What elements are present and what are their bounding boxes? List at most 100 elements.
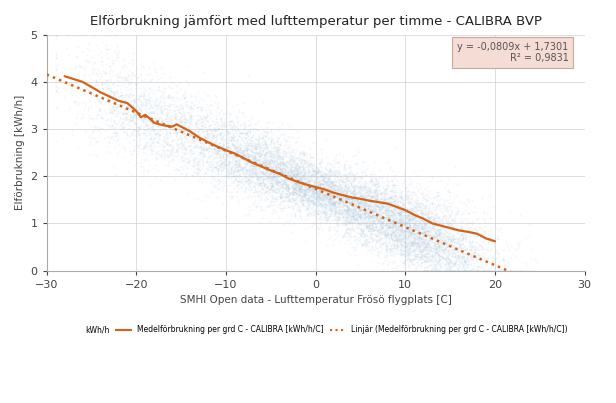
Point xyxy=(386,224,396,231)
Point xyxy=(319,191,329,197)
Point xyxy=(407,191,417,198)
Point xyxy=(277,160,286,166)
Point xyxy=(392,204,402,210)
Point xyxy=(392,249,402,256)
Point xyxy=(207,118,217,124)
Point xyxy=(341,191,351,197)
Point xyxy=(359,239,369,245)
Point xyxy=(148,83,158,89)
Point xyxy=(413,233,423,239)
Point xyxy=(144,98,153,104)
Point xyxy=(283,170,293,177)
Point xyxy=(345,233,355,239)
Point xyxy=(161,135,171,141)
Point xyxy=(319,196,329,203)
Point xyxy=(399,228,409,234)
Point xyxy=(277,171,286,178)
Point xyxy=(129,127,139,133)
Point xyxy=(227,135,237,141)
Point xyxy=(432,192,442,199)
Point xyxy=(314,160,324,167)
Point xyxy=(348,190,358,196)
Point xyxy=(260,197,270,204)
Point xyxy=(477,216,487,222)
Point xyxy=(296,173,306,179)
Point xyxy=(291,172,301,179)
Point xyxy=(280,151,290,158)
Point xyxy=(317,203,326,210)
Point xyxy=(375,217,384,224)
Point xyxy=(251,143,261,149)
Point xyxy=(264,160,274,166)
Point xyxy=(333,159,342,166)
Point xyxy=(230,162,240,168)
Point xyxy=(210,92,220,99)
Point xyxy=(357,202,367,209)
Point xyxy=(395,248,405,254)
Point xyxy=(322,181,331,187)
Point xyxy=(326,183,336,190)
Point xyxy=(423,214,432,221)
Point xyxy=(367,177,376,183)
Point xyxy=(337,207,347,213)
Point xyxy=(314,216,324,223)
Point xyxy=(393,243,403,249)
Point xyxy=(246,193,256,199)
Point xyxy=(159,153,169,160)
Point xyxy=(168,129,177,135)
Point xyxy=(88,67,98,74)
Point xyxy=(468,251,478,257)
Point xyxy=(407,224,417,230)
Point xyxy=(393,219,403,226)
Point xyxy=(411,214,421,220)
Point xyxy=(445,267,455,274)
Point xyxy=(118,110,128,116)
Point xyxy=(383,221,392,227)
Point xyxy=(429,262,439,269)
Point xyxy=(245,187,254,193)
Point xyxy=(459,263,469,270)
Point xyxy=(464,226,474,233)
Point xyxy=(286,198,296,204)
Point xyxy=(179,122,189,129)
Point xyxy=(441,267,451,274)
Point xyxy=(407,241,417,247)
Point xyxy=(302,205,312,211)
Point xyxy=(178,106,188,112)
Point xyxy=(426,243,436,250)
Point xyxy=(428,238,437,245)
Point xyxy=(211,172,221,179)
Point xyxy=(429,258,439,264)
Point xyxy=(222,127,232,133)
Point xyxy=(360,199,370,205)
Point xyxy=(431,233,441,239)
Point xyxy=(325,219,334,226)
Point xyxy=(301,171,310,178)
Point xyxy=(335,210,345,216)
Point xyxy=(118,65,128,71)
Point xyxy=(349,193,359,199)
Point xyxy=(452,208,461,215)
Point xyxy=(383,231,393,237)
Point xyxy=(399,178,409,184)
Point xyxy=(450,258,460,264)
Point xyxy=(243,130,253,137)
Point xyxy=(312,195,322,202)
Point xyxy=(359,187,368,193)
Point xyxy=(351,189,361,195)
Point xyxy=(401,233,411,239)
Point xyxy=(246,160,256,166)
Point xyxy=(307,170,317,177)
Point xyxy=(371,224,381,230)
Point xyxy=(293,186,303,192)
Point xyxy=(475,267,485,274)
Point xyxy=(261,147,270,153)
Point xyxy=(93,67,103,74)
Point xyxy=(359,210,369,216)
Point xyxy=(389,191,399,198)
Point xyxy=(388,212,398,218)
Point xyxy=(464,267,474,274)
Point xyxy=(395,193,405,199)
Point xyxy=(336,193,346,200)
Point xyxy=(109,118,119,125)
